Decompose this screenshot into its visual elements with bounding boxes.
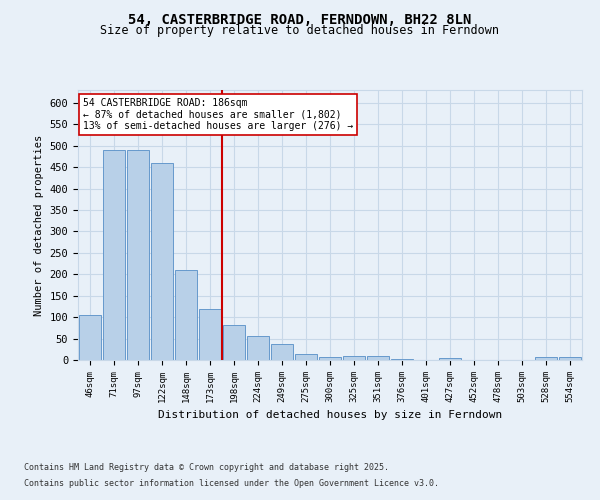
Bar [535, 358, 557, 360]
Text: Contains public sector information licensed under the Open Government Licence v3: Contains public sector information licen… [24, 478, 439, 488]
Bar [271, 344, 293, 360]
Text: 54, CASTERBRIDGE ROAD, FERNDOWN, BH22 8LN: 54, CASTERBRIDGE ROAD, FERNDOWN, BH22 8L… [128, 12, 472, 26]
Bar [343, 356, 365, 360]
Bar [175, 270, 197, 360]
Bar [559, 358, 581, 360]
Bar [199, 308, 221, 360]
Text: Size of property relative to detached houses in Ferndown: Size of property relative to detached ho… [101, 24, 499, 37]
Bar [151, 163, 173, 360]
Bar [391, 358, 413, 360]
Bar [247, 336, 269, 360]
Bar [223, 325, 245, 360]
X-axis label: Distribution of detached houses by size in Ferndown: Distribution of detached houses by size … [158, 410, 502, 420]
Text: Contains HM Land Registry data © Crown copyright and database right 2025.: Contains HM Land Registry data © Crown c… [24, 464, 389, 472]
Bar [319, 356, 341, 360]
Y-axis label: Number of detached properties: Number of detached properties [34, 134, 44, 316]
Text: 54 CASTERBRIDGE ROAD: 186sqm
← 87% of detached houses are smaller (1,802)
13% of: 54 CASTERBRIDGE ROAD: 186sqm ← 87% of de… [83, 98, 353, 132]
Bar [127, 150, 149, 360]
Bar [79, 315, 101, 360]
Bar [367, 356, 389, 360]
Bar [103, 150, 125, 360]
Bar [439, 358, 461, 360]
Bar [295, 354, 317, 360]
